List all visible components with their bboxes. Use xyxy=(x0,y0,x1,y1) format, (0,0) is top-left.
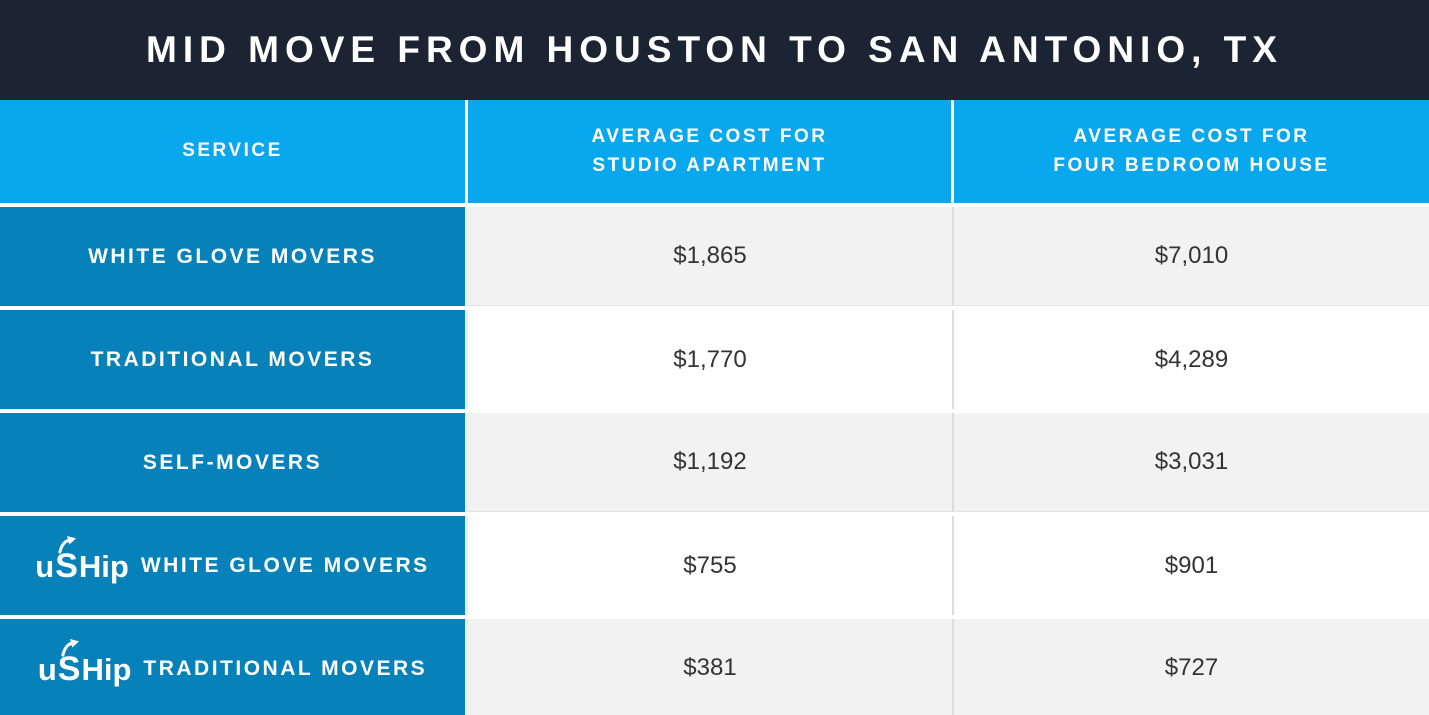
service-label: TRADITIONAL MOVERS xyxy=(143,656,428,680)
uship-logo-s-glyph: S xyxy=(55,546,78,585)
table-row: u S Hip TRADITIONAL MOVERS $1,770 $4,289 xyxy=(0,310,1429,409)
uship-logo-letter-u: u xyxy=(37,651,57,687)
service-cell: u S Hip SELF-MOVERS xyxy=(0,413,468,512)
table-body: u S Hip WHITE GLOVE MOVERS $1,865 $7,010… xyxy=(0,207,1429,715)
uship-logo-letter-s: S xyxy=(57,638,81,688)
service-cell: u S Hip TRADITIONAL MOVERS xyxy=(0,619,468,715)
uship-logo-letters-hip: Hip xyxy=(81,651,132,687)
column-header-line: AVERAGE COST FOR xyxy=(591,126,828,147)
column-header-service: SERVICE xyxy=(0,100,468,203)
arrow-up-icon xyxy=(58,535,77,554)
service-cell: u S Hip WHITE GLOVE MOVERS xyxy=(0,516,468,615)
four-bedroom-cost-value: $4,289 xyxy=(1154,345,1229,373)
uship-logo: u S Hip xyxy=(37,638,132,688)
four-bedroom-cost-cell: $727 xyxy=(954,619,1429,715)
page-title: MID MOVE FROM HOUSTON TO SAN ANTONIO, TX xyxy=(146,29,1283,70)
four-bedroom-cost-cell: $901 xyxy=(954,516,1429,615)
service-cell: u S Hip TRADITIONAL MOVERS xyxy=(0,310,468,409)
arrow-up-icon xyxy=(61,638,79,657)
table-header-row: SERVICE AVERAGE COST FOR STUDIO APARTMEN… xyxy=(0,100,1429,203)
table-row: u S Hip WHITE GLOVE MOVERS $1,865 $7,010 xyxy=(0,207,1429,306)
studio-cost-cell: $1,865 xyxy=(468,207,954,306)
column-header-studio-cost: AVERAGE COST FOR STUDIO APARTMENT xyxy=(468,100,954,203)
four-bedroom-cost-value: $901 xyxy=(1164,551,1219,579)
table-row: u S Hip WHITE GLOVE MOVERS $755 $901 xyxy=(0,516,1429,615)
four-bedroom-cost-value: $3,031 xyxy=(1154,448,1229,475)
table-row: u S Hip TRADITIONAL MOVERS $381 $727 xyxy=(0,619,1429,715)
four-bedroom-cost-cell: $4,289 xyxy=(954,310,1429,409)
column-header-line: SERVICE xyxy=(182,140,283,162)
service-label: WHITE GLOVE MOVERS xyxy=(140,553,430,577)
service-label: WHITE GLOVE MOVERS xyxy=(88,244,377,268)
studio-cost-value: $755 xyxy=(683,551,737,579)
column-header-line: AVERAGE COST FOR xyxy=(1073,126,1310,147)
column-header-line: STUDIO APARTMENT xyxy=(592,154,827,176)
studio-cost-value: $1,192 xyxy=(673,448,747,475)
service-label: TRADITIONAL MOVERS xyxy=(90,347,375,371)
uship-logo-letter-u: u xyxy=(35,548,55,584)
studio-cost-cell: $1,192 xyxy=(468,413,954,512)
studio-cost-cell: $381 xyxy=(468,619,954,715)
four-bedroom-cost-value: $7,010 xyxy=(1154,242,1229,269)
studio-cost-value: $381 xyxy=(683,654,737,681)
service-label: SELF-MOVERS xyxy=(142,450,323,474)
four-bedroom-cost-cell: $7,010 xyxy=(954,207,1429,306)
four-bedroom-cost-cell: $3,031 xyxy=(954,413,1429,512)
studio-cost-value: $1,770 xyxy=(673,345,747,373)
studio-cost-cell: $1,770 xyxy=(468,310,954,409)
studio-cost-value: $1,865 xyxy=(673,242,747,269)
four-bedroom-cost-value: $727 xyxy=(1164,654,1219,681)
uship-logo-letter-s: S xyxy=(55,535,78,585)
column-header-four-bedroom-cost: AVERAGE COST FOR FOUR BEDROOM HOUSE xyxy=(954,100,1429,203)
studio-cost-cell: $755 xyxy=(468,516,954,615)
column-header-line: FOUR BEDROOM HOUSE xyxy=(1053,154,1330,176)
uship-logo: u S Hip xyxy=(35,535,129,585)
table-row: u S Hip SELF-MOVERS $1,192 $3,031 xyxy=(0,413,1429,512)
uship-logo-letters-hip: Hip xyxy=(78,548,129,584)
service-cell: u S Hip WHITE GLOVE MOVERS xyxy=(0,207,468,306)
uship-logo-s-glyph: S xyxy=(57,649,81,688)
title-bar: MID MOVE FROM HOUSTON TO SAN ANTONIO, TX xyxy=(0,0,1429,100)
